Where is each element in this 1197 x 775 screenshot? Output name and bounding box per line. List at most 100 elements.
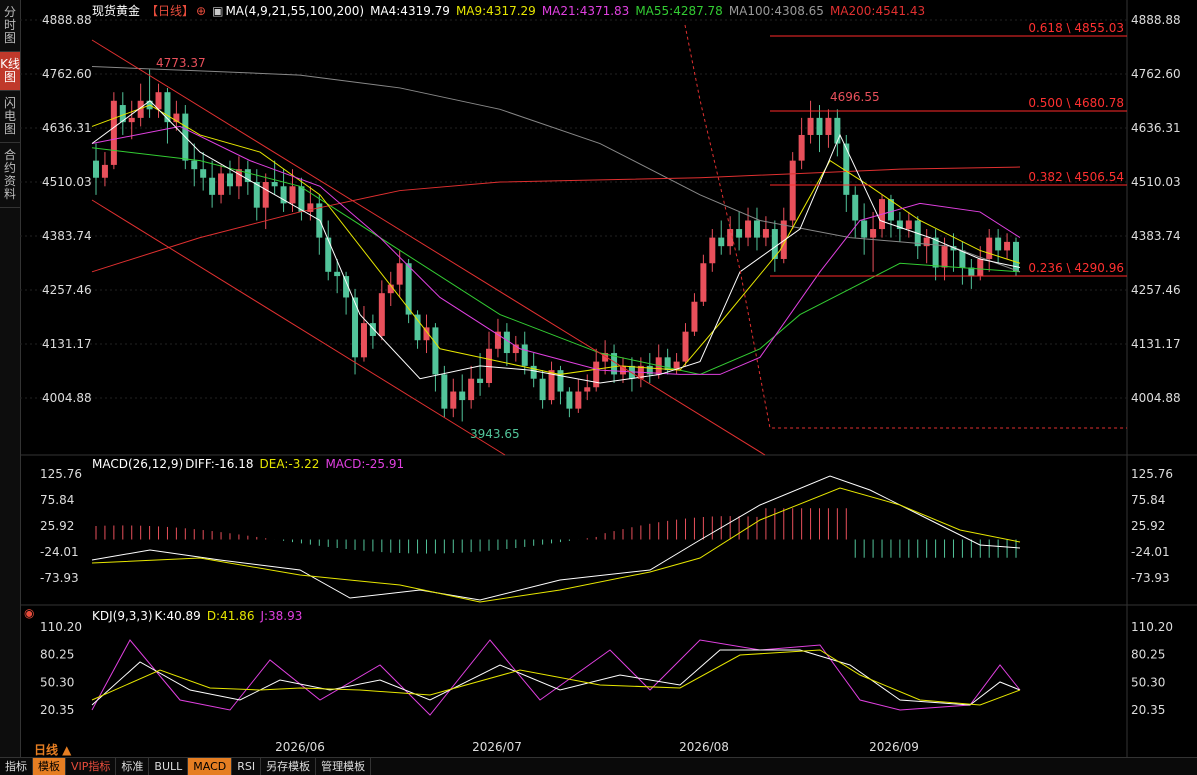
- date-label: 2026/07: [472, 740, 522, 754]
- fib-level-label: 0.236 \ 4290.96: [1028, 261, 1124, 275]
- candle-body: [780, 220, 787, 259]
- date-label: 2026/06: [275, 740, 325, 754]
- macd-axis-right: -73.93: [1131, 571, 1170, 585]
- macd-value: MACD:-25.91: [325, 457, 405, 471]
- kdj-axis-left: 20.35: [40, 703, 74, 717]
- bottom-toolbar: 指标 模板 VIP指标 标准 BULL MACD RSI 另存模板 管理模板: [0, 757, 1197, 775]
- settings-icon[interactable]: ▣: [212, 4, 224, 18]
- candle-body: [861, 220, 868, 238]
- candle-body: [218, 173, 225, 195]
- candle-body: [602, 353, 609, 362]
- ma21-line: [91, 125, 1021, 375]
- candle-body: [825, 117, 832, 135]
- candle-body: [762, 229, 769, 238]
- low-label: 3943.65: [470, 427, 520, 441]
- candle-body: [905, 220, 912, 230]
- high-right-label: 4696.55: [830, 90, 880, 104]
- ma21-value: MA21:4371.83: [541, 4, 630, 18]
- candle-body: [745, 220, 752, 238]
- sidebar-tab-0[interactable]: 分时图: [0, 0, 20, 52]
- candle-body: [93, 160, 99, 178]
- price-label-right: 4636.31: [1131, 121, 1181, 135]
- candle-body: [405, 263, 412, 315]
- candle-body: [298, 186, 305, 212]
- candle-body: [548, 370, 555, 401]
- price-label-right: 4131.17: [1131, 337, 1181, 351]
- macd-axis-right: 75.84: [1131, 493, 1165, 507]
- candle-body: [870, 229, 877, 238]
- price-label-right: 4888.88: [1131, 13, 1181, 27]
- candle-body: [387, 284, 394, 294]
- bottom-tab-1[interactable]: 模板: [33, 758, 66, 775]
- period-label[interactable]: 【日线】: [146, 4, 195, 18]
- candle-body: [807, 117, 814, 135]
- kdj-j-line: [91, 639, 1021, 716]
- kdj-k: K:40.89: [154, 609, 201, 623]
- kdj-d-line: [91, 649, 1021, 706]
- ma4-value: MA4:4319.79: [370, 4, 450, 18]
- candle-body: [110, 100, 117, 165]
- candle-body: [262, 182, 269, 208]
- candle-body: [816, 117, 823, 135]
- candle-body: [932, 237, 939, 268]
- kdj-legend: KDJ(9,3,3) K:40.89 D:41.86 J:38.93: [92, 609, 308, 623]
- candle-body: [280, 186, 287, 204]
- candle-body: [289, 186, 296, 204]
- candle-body: [191, 160, 198, 170]
- candle-body: [521, 344, 528, 366]
- candle-body: [423, 327, 430, 341]
- candle-body: [843, 143, 850, 195]
- channel-line-lower: [91, 199, 506, 456]
- chart-header: 现货黄金 【日线】 ⊕ ▣ MA(4,9,21,55,100,200) MA4:4319.…: [92, 2, 931, 19]
- period-selector[interactable]: 日线 ▲: [34, 743, 72, 757]
- sidebar-tab-3[interactable]: 合约资料: [0, 143, 20, 208]
- fib-level-label: 0.618 \ 4855.03: [1028, 21, 1124, 35]
- channel-line-upper: [91, 39, 766, 456]
- ma200-line: [91, 166, 1021, 273]
- candle-body: [646, 365, 653, 375]
- candle-body: [753, 220, 760, 238]
- candle-body: [950, 246, 957, 251]
- macd-title: MACD(26,12,9): [92, 457, 184, 471]
- macd-axis-right: 25.92: [1131, 519, 1165, 533]
- price-label-left: 4888.88: [42, 13, 92, 27]
- fib-level-label: 0.500 \ 4680.78: [1028, 96, 1124, 110]
- candle-body: [209, 177, 216, 195]
- indicator-marker-icon[interactable]: ◉: [24, 606, 35, 620]
- bottom-tab-0[interactable]: 指标: [0, 758, 33, 775]
- instrument-name: 现货黄金: [92, 4, 141, 18]
- candlestick-chart[interactable]: 4888.88 4888.88 4762.60 4762.60 4636.31 4636.…: [0, 0, 1197, 757]
- bottom-tab-5[interactable]: MACD: [188, 758, 233, 775]
- sidebar-tab-1[interactable]: K线图: [0, 52, 20, 91]
- price-label-left: 4510.03: [42, 175, 92, 189]
- bottom-tab-6[interactable]: RSI: [232, 758, 262, 775]
- bottom-tab-2[interactable]: VIP指标: [66, 758, 117, 775]
- candle-body: [530, 365, 537, 379]
- macd-axis-left: 75.84: [40, 493, 74, 507]
- kdj-axis-left: 110.20: [40, 620, 82, 634]
- fib-range-line: [684, 24, 1127, 429]
- sidebar-tab-2[interactable]: 闪电图: [0, 91, 20, 143]
- price-label-left: 4131.17: [42, 337, 92, 351]
- add-indicator-icon[interactable]: ⊕: [196, 4, 207, 18]
- candle-body: [1004, 241, 1011, 251]
- candle-body: [986, 237, 993, 259]
- macd-axis-right: -24.01: [1131, 545, 1170, 559]
- candle-body: [173, 113, 180, 123]
- price-label-left: 4762.60: [42, 67, 92, 81]
- price-label-left: 4257.46: [42, 283, 92, 297]
- candle-body: [566, 391, 573, 409]
- bottom-tab-7[interactable]: 另存模板: [261, 758, 317, 775]
- ma100-line: [91, 66, 1021, 273]
- candle-body: [718, 237, 725, 247]
- candle-body: [619, 365, 626, 375]
- ma55-value: MA55:4287.78: [635, 4, 723, 18]
- bottom-tab-4[interactable]: BULL: [149, 758, 189, 775]
- candle-body: [995, 237, 1002, 251]
- bottom-tab-8[interactable]: 管理模板: [316, 758, 372, 775]
- candle-body: [584, 387, 591, 392]
- candle-body: [432, 327, 439, 375]
- kdj-axis-right: 110.20: [1131, 620, 1173, 634]
- candle-body: [977, 258, 984, 277]
- bottom-tab-3[interactable]: 标准: [116, 758, 150, 775]
